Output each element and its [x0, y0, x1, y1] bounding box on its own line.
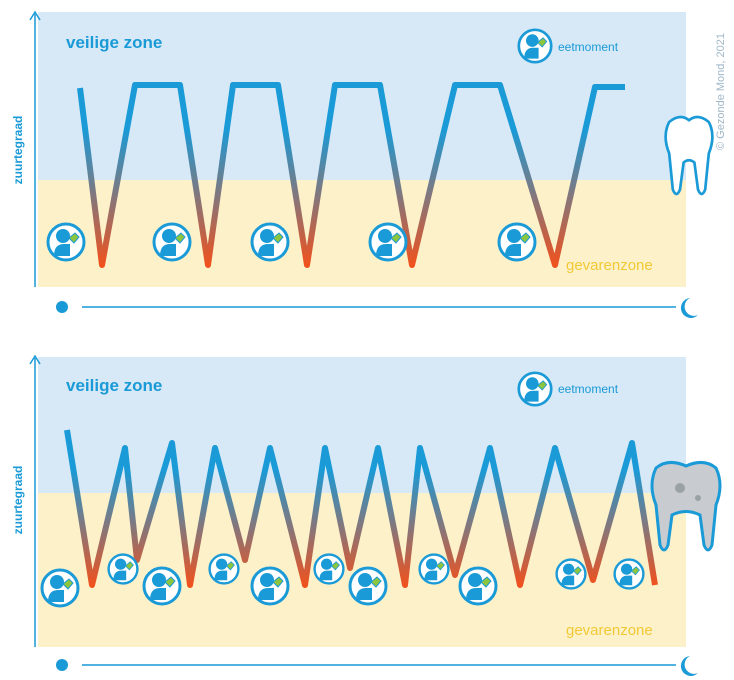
meal-icon [109, 555, 138, 584]
meal-icon [420, 555, 449, 584]
legend-icon [519, 30, 551, 62]
healthy-tooth [666, 117, 713, 194]
meal-icon [154, 224, 190, 260]
danger-zone-label: gevarenzone [566, 257, 653, 274]
meal-icon [370, 224, 406, 260]
meal-icon [499, 224, 535, 260]
legend-label: eetmoment [558, 40, 619, 54]
meal-icon [615, 560, 644, 589]
meal-icon [42, 570, 78, 606]
panel-2: zuurtegraad veilige zone gevarenzone eet… [11, 356, 720, 676]
meal-icon [557, 560, 586, 589]
y-axis-label: zuurtegraad [11, 466, 25, 535]
sun-icon [56, 659, 68, 671]
safe-zone-label: veilige zone [66, 33, 162, 52]
meal-icon [48, 224, 84, 260]
y-axis-label: zuurtegraad [11, 116, 25, 185]
meal-icon [144, 568, 180, 604]
meal-icon [252, 568, 288, 604]
safe-zone-label: veilige zone [66, 376, 162, 395]
meal-icon [460, 568, 496, 604]
copyright: © Gezonde Mond, 2021 [715, 33, 727, 150]
moon-icon [681, 656, 698, 676]
legend-icon [519, 373, 551, 405]
meal-icon [210, 555, 239, 584]
danger-zone-label: gevarenzone [566, 622, 653, 639]
panel-1: zuurtegraad veilige zone gevarenzone eet… [11, 12, 712, 318]
sun-icon [56, 301, 68, 313]
meal-icon [315, 555, 344, 584]
infographic: zuurtegraad veilige zone gevarenzone eet… [0, 0, 734, 680]
meal-icon [350, 568, 386, 604]
meal-icon [252, 224, 288, 260]
legend-label: eetmoment [558, 382, 619, 396]
moon-icon [681, 298, 698, 318]
